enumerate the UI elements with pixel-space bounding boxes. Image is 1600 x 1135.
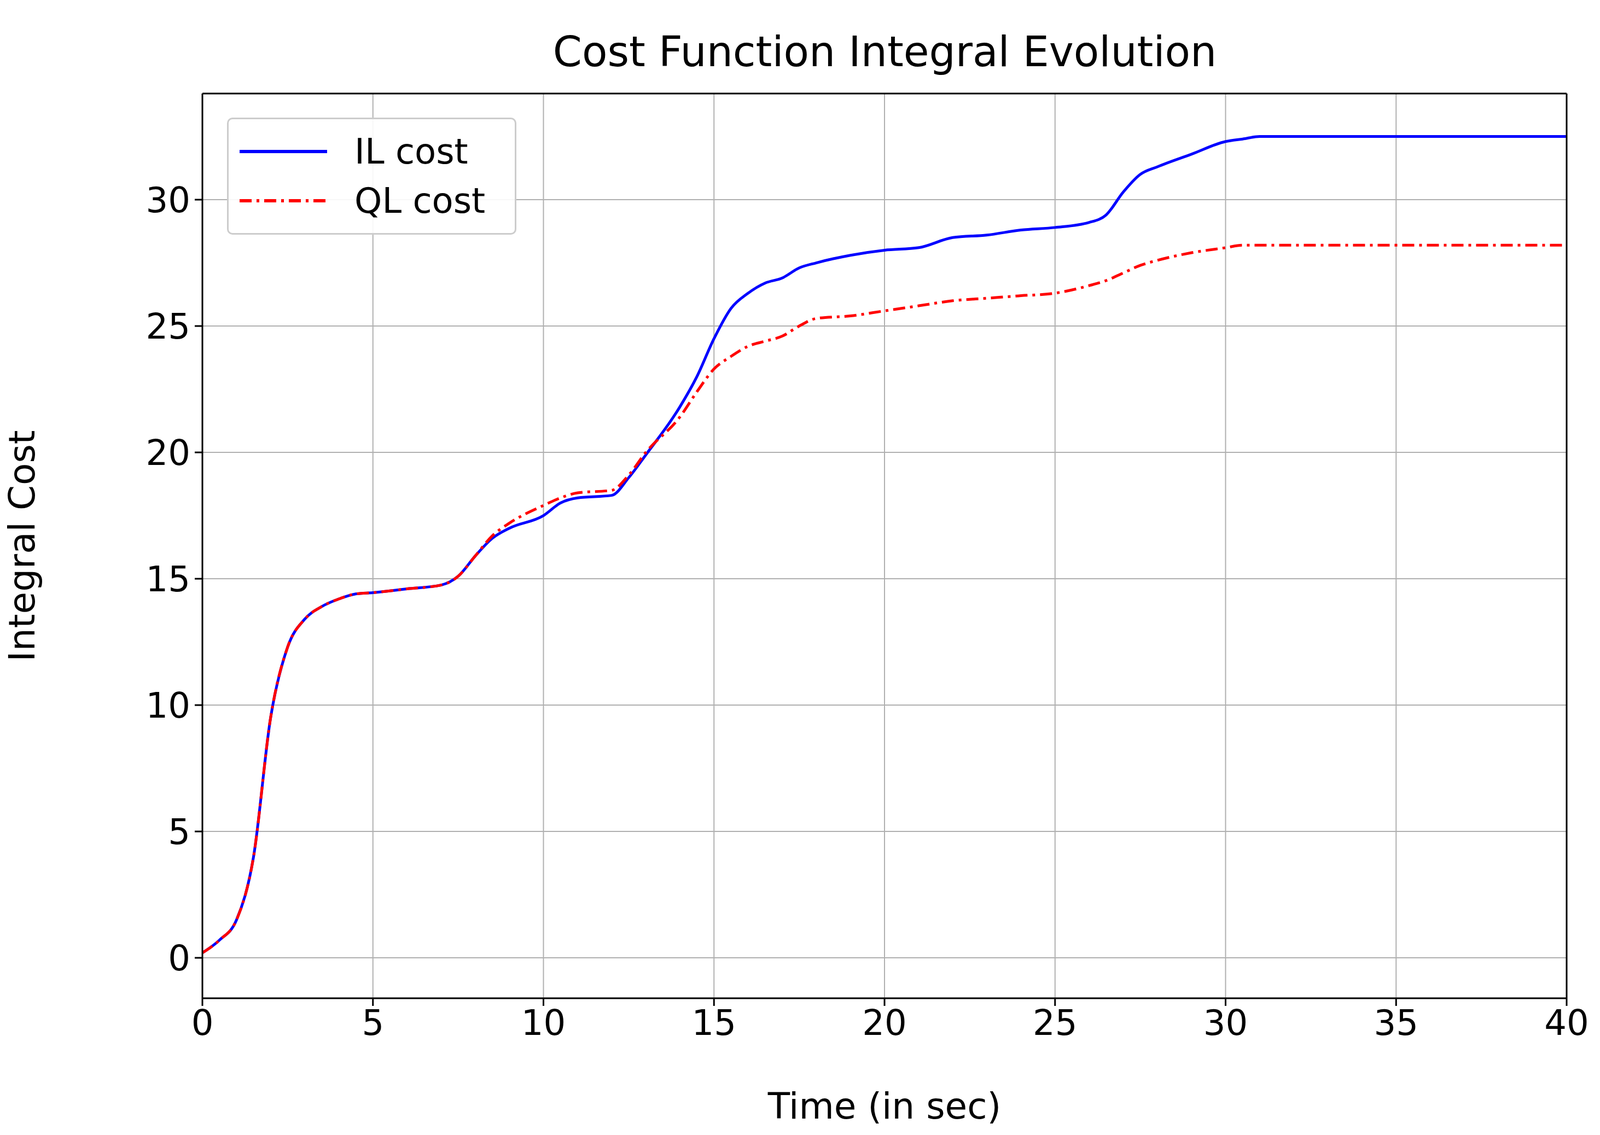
svg-text:30: 30: [1203, 1002, 1248, 1044]
svg-text:10: 10: [521, 1002, 566, 1044]
svg-text:5: 5: [361, 1002, 384, 1044]
svg-text:Integral Cost: Integral Cost: [1, 429, 44, 662]
svg-text:20: 20: [862, 1002, 907, 1044]
svg-text:25: 25: [146, 306, 191, 347]
svg-text:0: 0: [167, 938, 191, 979]
svg-text:40: 40: [1544, 1002, 1589, 1044]
svg-text:25: 25: [1032, 1002, 1078, 1044]
svg-text:5: 5: [167, 811, 191, 853]
html-text:QL cost: QL cost: [354, 180, 486, 221]
svg-text:0: 0: [191, 1002, 214, 1044]
svg-text:Time (in sec): Time (in sec): [767, 1085, 1002, 1128]
svg-text:15: 15: [146, 559, 191, 600]
html-text:Cost Function Integral Evoluti: Cost Function Integral Evolution: [552, 27, 1217, 77]
svg-text:35: 35: [1374, 1002, 1419, 1044]
html-text:IL cost: IL cost: [354, 131, 469, 172]
svg-text:10: 10: [146, 685, 191, 726]
svg-text:20: 20: [146, 432, 191, 474]
svg-text:30: 30: [146, 179, 191, 221]
svg-text:15: 15: [691, 1002, 737, 1044]
